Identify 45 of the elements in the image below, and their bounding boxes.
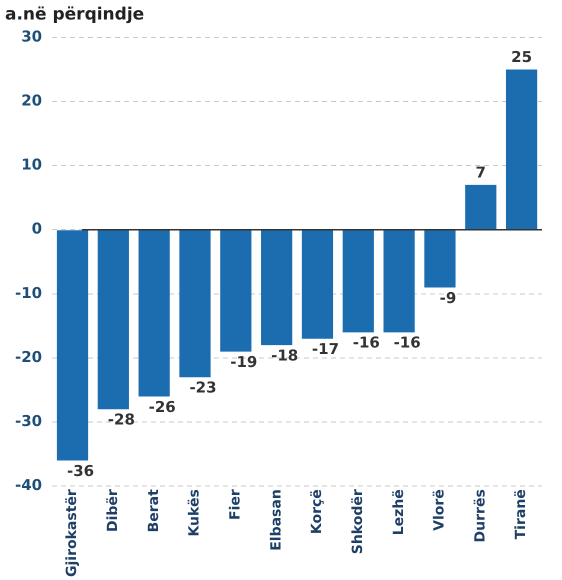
- data-label: -26: [148, 398, 176, 416]
- y-tick-label: -10: [14, 284, 42, 302]
- bar: [98, 230, 129, 410]
- bar: [179, 230, 211, 378]
- x-tick-label: Durrës: [472, 489, 488, 542]
- x-tick-label: Tiranë: [513, 489, 530, 540]
- bar: [138, 230, 170, 396]
- data-label: -19: [230, 352, 258, 371]
- bar: [424, 230, 456, 288]
- x-tick-label: Berat: [146, 488, 162, 532]
- data-label: -9: [440, 288, 456, 307]
- data-label: -16: [352, 334, 380, 352]
- y-tick-label: -20: [14, 348, 42, 366]
- x-tick-label: Lezhë: [390, 489, 407, 536]
- data-label: -28: [108, 410, 135, 429]
- x-tick-label: Korçë: [309, 489, 326, 534]
- data-label: -17: [312, 340, 340, 358]
- x-tick-label: Vlorë: [432, 489, 448, 531]
- bar: [465, 184, 496, 230]
- y-tick-label: -30: [14, 412, 42, 430]
- bar: [220, 230, 252, 352]
- bar: [56, 230, 88, 461]
- data-label: -16: [394, 334, 421, 352]
- bar: [342, 230, 374, 332]
- x-tick-label: Dibër: [104, 489, 121, 532]
- chart-title: a.në përqindje: [5, 4, 144, 25]
- y-tick-label: 10: [21, 156, 42, 174]
- data-label: -36: [66, 462, 94, 480]
- x-tick-label: Shkodër: [350, 489, 366, 554]
- y-tick-label: -40: [14, 476, 42, 494]
- y-tick-label: 30: [21, 27, 42, 46]
- bar: [261, 230, 292, 346]
- bar: [506, 69, 538, 230]
- bar: [302, 230, 334, 339]
- x-tick-label: Gjirokastër: [64, 489, 80, 578]
- x-tick-label: Fier: [227, 489, 244, 520]
- x-tick-label: Elbasan: [268, 489, 284, 551]
- y-tick-label: 20: [21, 91, 42, 110]
- data-label: -18: [271, 346, 298, 365]
- x-tick-label: Kukës: [186, 489, 203, 537]
- data-label: 7: [476, 163, 486, 182]
- data-label: 25: [511, 48, 532, 66]
- bar: [383, 230, 415, 332]
- y-tick-label: 0: [32, 220, 42, 238]
- data-label: -23: [189, 378, 217, 397]
